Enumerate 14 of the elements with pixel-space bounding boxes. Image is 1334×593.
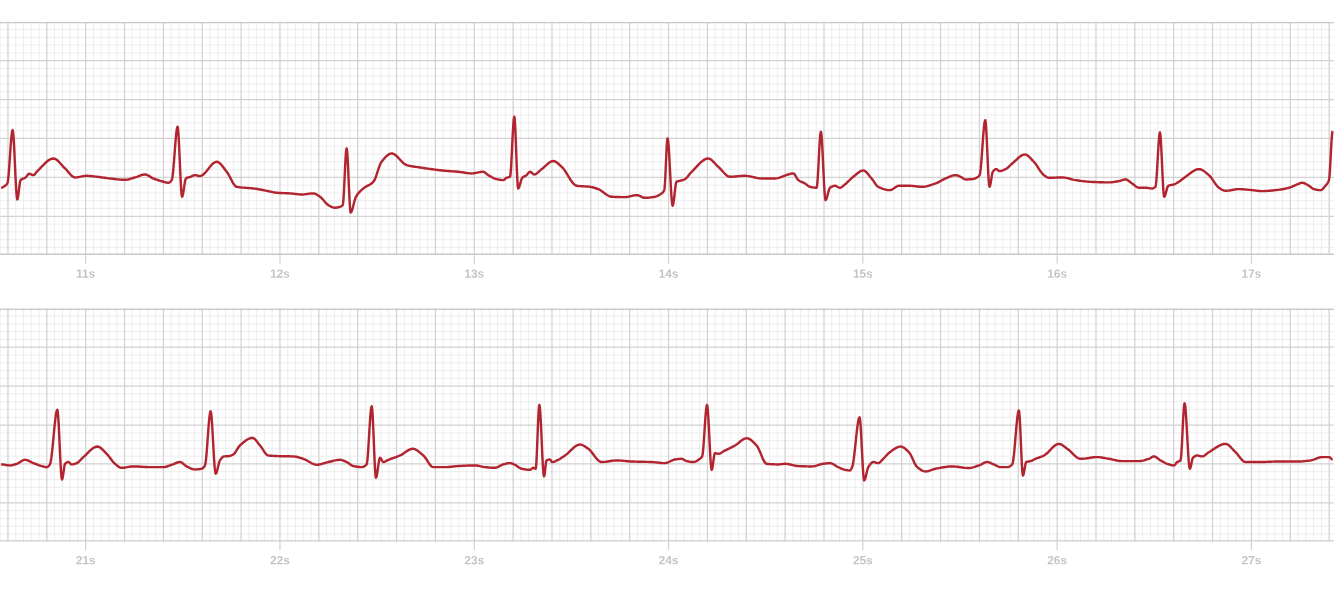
x-tick-label: 21s — [76, 556, 96, 565]
x-tick-label: 11s — [76, 269, 95, 278]
x-tick-label: 14s — [659, 269, 678, 278]
x-tick-label: 13s — [465, 269, 484, 278]
x-tick-label: 23s — [464, 556, 484, 565]
x-tick-label: 17s — [1242, 269, 1261, 278]
x-tick-label: 12s — [270, 269, 290, 278]
x-tick-label: 27s — [1241, 556, 1261, 565]
x-tick-label: 15s — [853, 269, 873, 278]
x-tick-label: 25s — [853, 556, 873, 565]
x-tick-label: 24s — [659, 556, 678, 565]
x-tick-label: 26s — [1047, 556, 1067, 565]
x-tick-label: 16s — [1048, 269, 1067, 278]
x-tick-label: 22s — [270, 556, 290, 565]
